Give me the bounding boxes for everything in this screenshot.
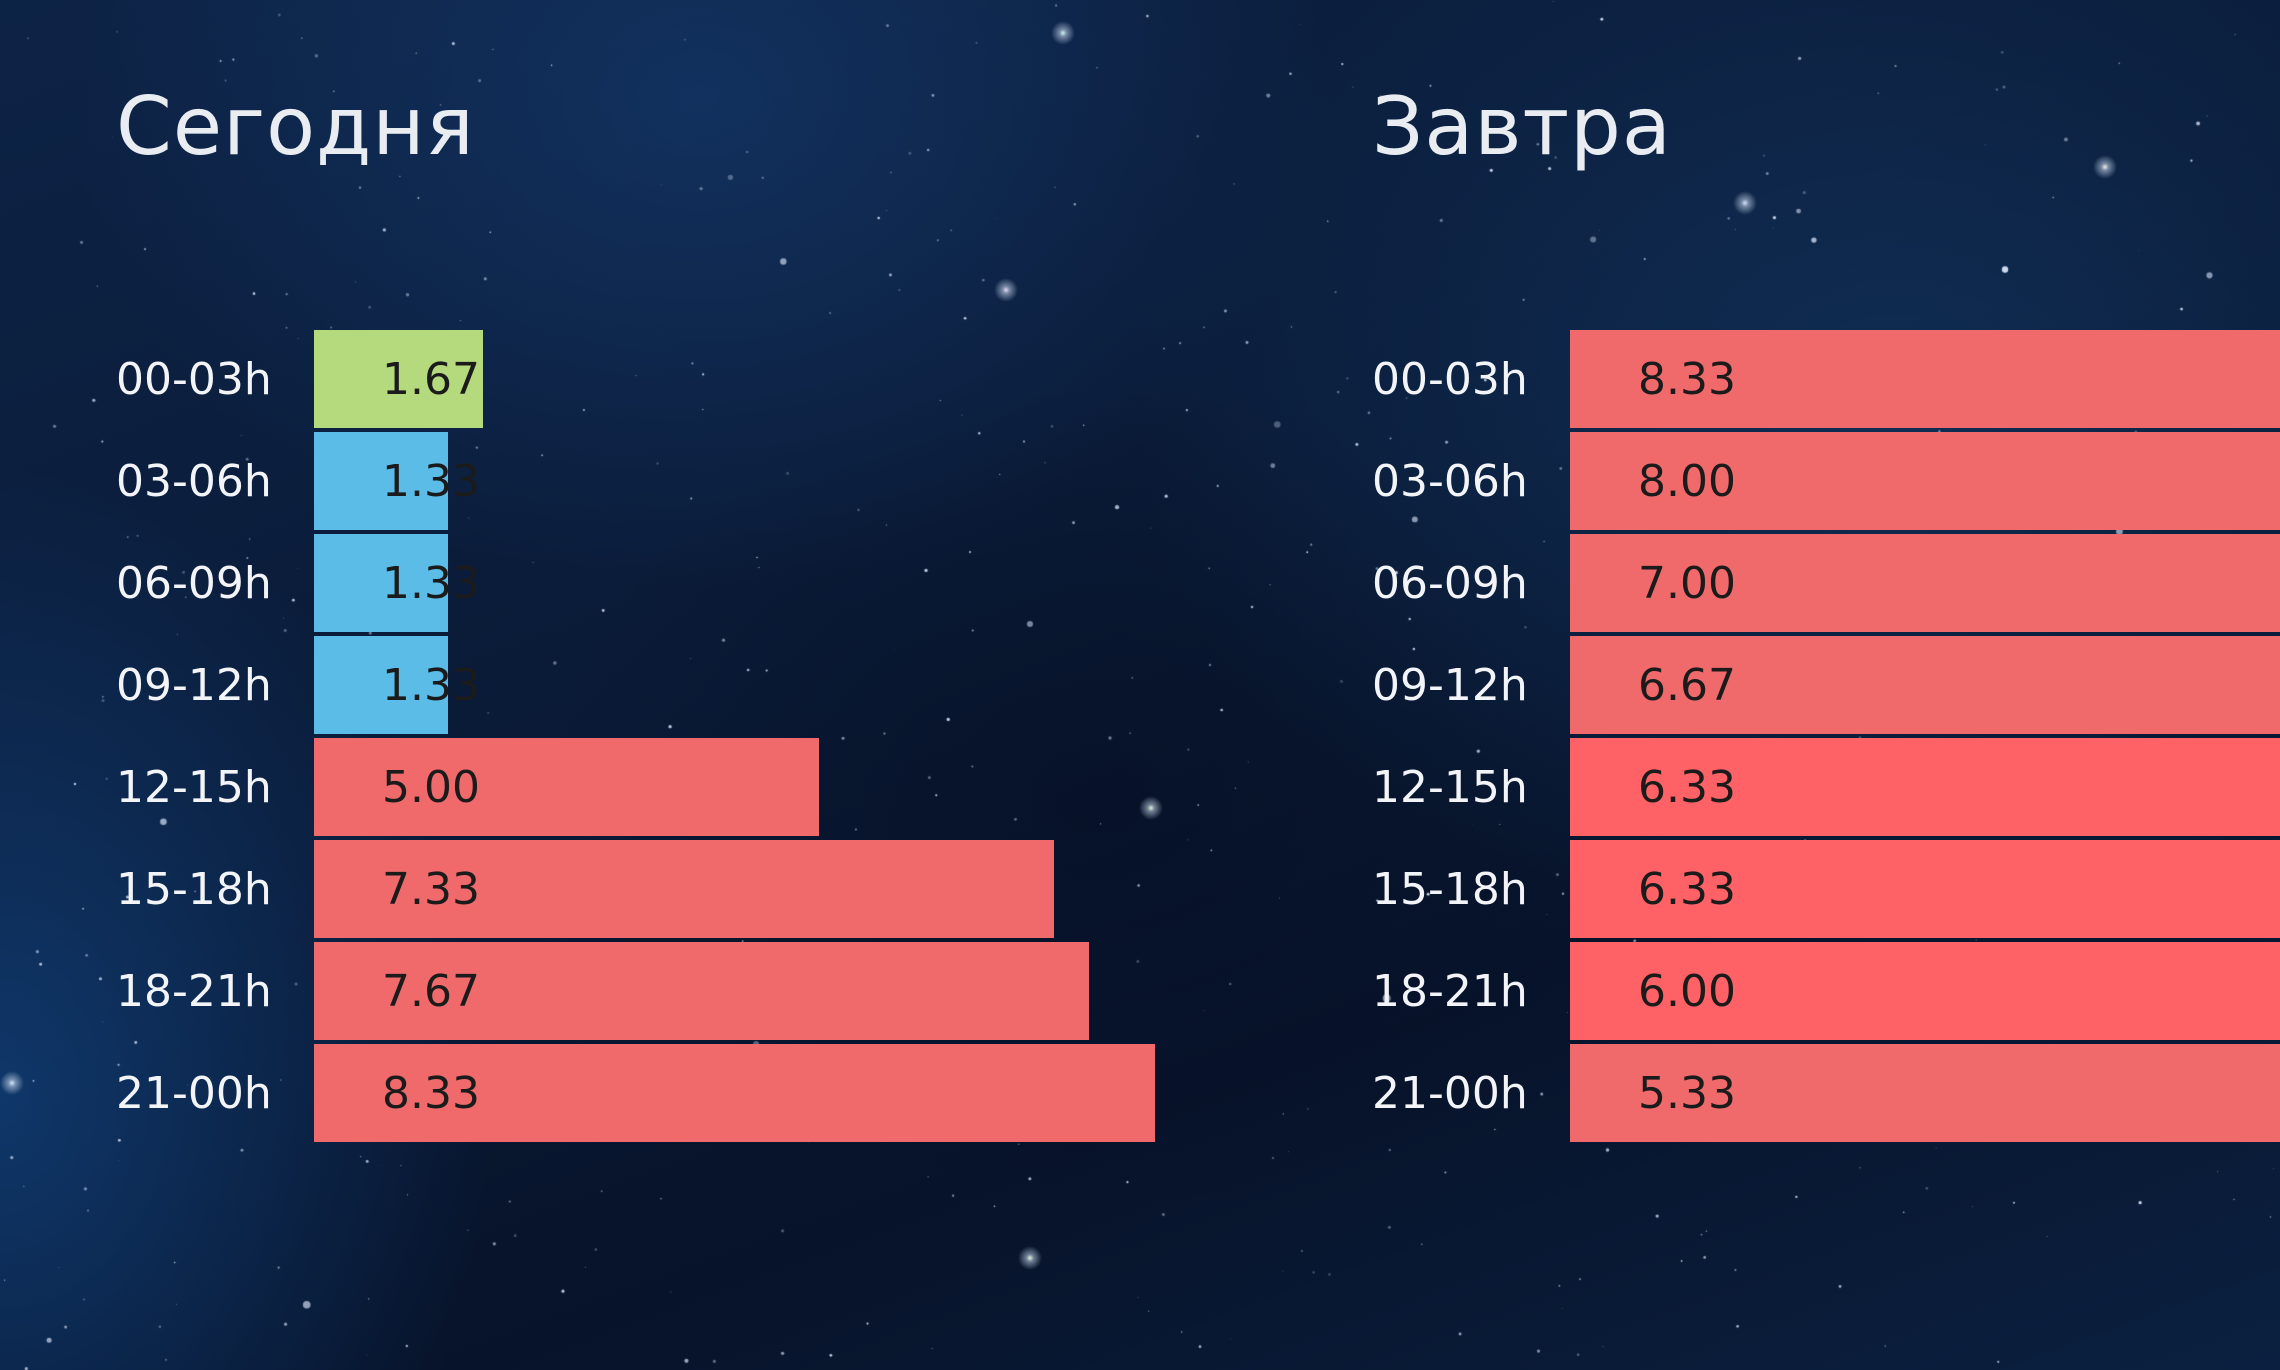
bar-today-0	[314, 330, 483, 428]
row-label-tomorrow-3: 09-12h	[1372, 660, 1528, 711]
bar-value-tomorrow-4: 6.33	[1638, 762, 1736, 813]
bar-tomorrow-3	[1570, 636, 2280, 734]
bar-tomorrow-4	[1570, 738, 2280, 836]
row-label-tomorrow-2: 06-09h	[1372, 558, 1528, 609]
row-label-today-3: 09-12h	[116, 660, 272, 711]
bar-value-tomorrow-7: 5.33	[1638, 1068, 1736, 1119]
bar-value-today-5: 7.33	[382, 864, 480, 915]
bar-today-3	[314, 636, 449, 734]
chart-title-today: Сегодня	[116, 80, 475, 173]
row-label-tomorrow-6: 18-21h	[1372, 966, 1528, 1017]
bar-tomorrow-5	[1570, 840, 2280, 938]
bar-tomorrow-0	[1570, 330, 2280, 428]
bar-value-today-4: 5.00	[382, 762, 480, 813]
bar-today-4	[314, 738, 819, 836]
chart-title-tomorrow: Завтра	[1372, 80, 1672, 173]
bar-value-today-0: 1.67	[382, 354, 480, 405]
row-label-today-1: 03-06h	[116, 456, 272, 507]
row-label-today-0: 00-03h	[116, 354, 272, 405]
bar-value-today-3: 1.33	[382, 660, 480, 711]
bar-today-1	[314, 432, 449, 530]
bar-tomorrow-7	[1570, 1044, 2280, 1142]
row-label-tomorrow-4: 12-15h	[1372, 762, 1528, 813]
bar-tomorrow-6	[1570, 942, 2280, 1040]
row-label-tomorrow-5: 15-18h	[1372, 864, 1528, 915]
bar-today-5	[314, 840, 1055, 938]
bar-value-today-1: 1.33	[382, 456, 480, 507]
row-label-tomorrow-1: 03-06h	[1372, 456, 1528, 507]
bar-value-tomorrow-0: 8.33	[1638, 354, 1736, 405]
row-label-today-7: 21-00h	[116, 1068, 272, 1119]
row-label-today-5: 15-18h	[116, 864, 272, 915]
bar-today-6	[314, 942, 1089, 1040]
chart-today: Сегодня 00-03h 1.67 03-06h 1.33 06-09h 1.33 09…	[116, 80, 1156, 1142]
bar-tomorrow-2	[1570, 534, 2280, 632]
bar-value-today-6: 7.67	[382, 966, 480, 1017]
bar-value-today-7: 8.33	[382, 1068, 480, 1119]
row-label-tomorrow-0: 00-03h	[1372, 354, 1528, 405]
row-label-tomorrow-7: 21-00h	[1372, 1068, 1528, 1119]
bar-tomorrow-1	[1570, 432, 2280, 530]
row-label-today-6: 18-21h	[116, 966, 272, 1017]
bar-value-tomorrow-5: 6.33	[1638, 864, 1736, 915]
bar-value-tomorrow-1: 8.00	[1638, 456, 1736, 507]
row-label-today-2: 06-09h	[116, 558, 272, 609]
chart-tomorrow: Завтра 00-03h 8.33 03-06h 8.00 06-09h 7.00 09-…	[1300, 0, 2280, 1370]
bar-value-tomorrow-2: 7.00	[1638, 558, 1736, 609]
row-label-today-4: 12-15h	[116, 762, 272, 813]
bar-today-2	[314, 534, 449, 632]
bar-value-today-2: 1.33	[382, 558, 480, 609]
bar-value-tomorrow-6: 6.00	[1638, 966, 1736, 1017]
bar-value-tomorrow-3: 6.67	[1638, 660, 1736, 711]
bar-today-7	[314, 1044, 1156, 1142]
